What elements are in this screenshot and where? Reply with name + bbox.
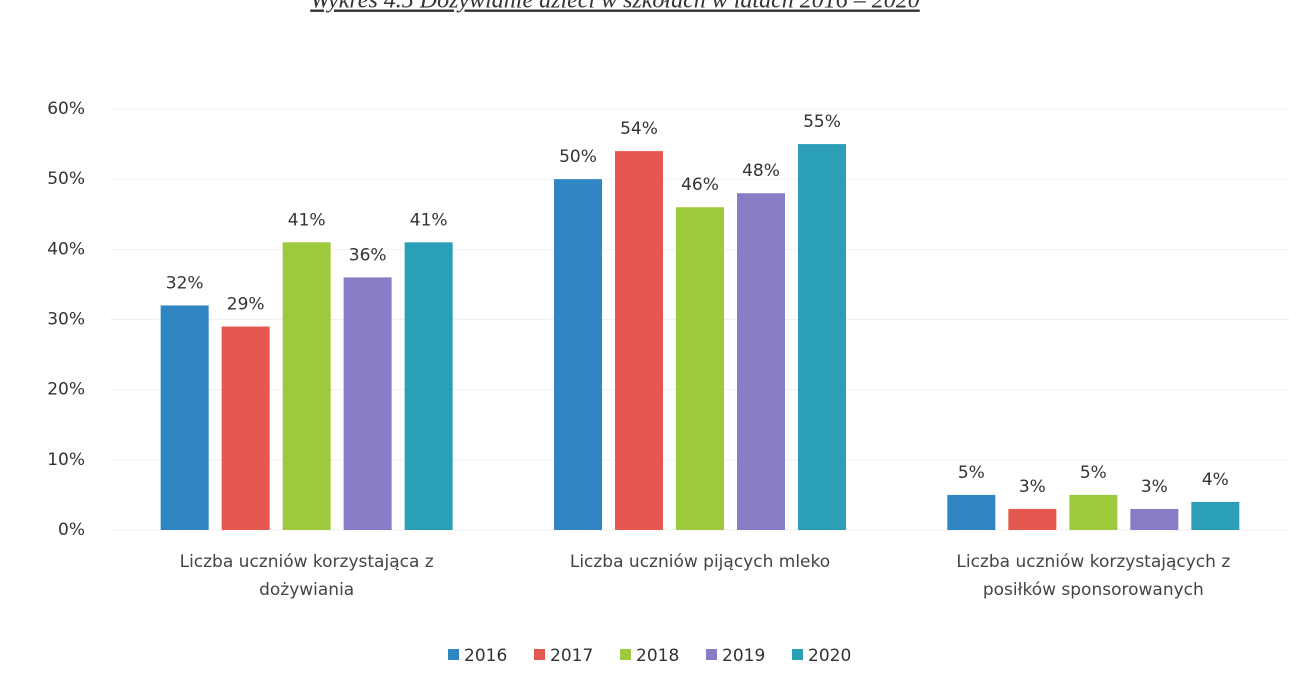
bar	[676, 207, 724, 530]
bar	[343, 277, 392, 530]
legend-swatch	[792, 649, 803, 660]
bar	[554, 179, 602, 530]
data-label: 54%	[620, 119, 658, 139]
data-label: 3%	[1141, 477, 1168, 497]
bar	[1069, 494, 1118, 530]
bar	[1191, 501, 1240, 530]
legend-swatch	[706, 649, 717, 660]
data-label: 41%	[288, 210, 326, 230]
bar	[737, 193, 785, 530]
data-label: 55%	[803, 112, 841, 132]
bar	[1130, 508, 1179, 530]
bar	[282, 242, 331, 531]
bar	[947, 494, 996, 530]
x-tick-label: Liczba uczniów korzystających z posiłków…	[956, 552, 1231, 600]
data-label: 32%	[166, 273, 204, 293]
x-tick-label: Liczba uczniów korzystająca z dożywiania	[179, 552, 434, 600]
legend-label: 2018	[636, 646, 679, 666]
legend-label: 2020	[808, 646, 851, 666]
y-tick-label: 50%	[47, 169, 85, 189]
legend-swatch	[534, 649, 545, 660]
bar	[615, 151, 663, 530]
data-label: 29%	[227, 295, 265, 315]
bar	[1008, 508, 1057, 530]
data-label: 3%	[1019, 477, 1046, 497]
data-label: 48%	[742, 161, 780, 181]
y-tick-label: 40%	[47, 239, 85, 259]
data-label: 5%	[1080, 463, 1107, 483]
y-tick-label: 20%	[47, 380, 85, 400]
legend-label: 2017	[550, 646, 593, 666]
bar	[221, 326, 270, 530]
y-tick-label: 60%	[47, 99, 85, 119]
chart-title: Wykres 4.5 Dożywianie dzieci w szkołach …	[310, 0, 920, 14]
legend-label: 2016	[464, 646, 507, 666]
data-label: 41%	[410, 210, 448, 230]
x-tick-label: Liczba uczniów pijących mleko	[569, 552, 831, 572]
data-label: 46%	[681, 175, 719, 195]
y-tick-label: 0%	[58, 520, 85, 540]
data-label: 5%	[958, 463, 985, 483]
y-tick-label: 10%	[47, 450, 85, 470]
legend-swatch	[448, 649, 459, 660]
bar	[798, 144, 846, 531]
legend-swatch	[620, 649, 631, 660]
data-label: 50%	[559, 147, 597, 167]
legend-label: 2019	[722, 646, 765, 666]
y-tick-label: 30%	[47, 310, 85, 330]
bar	[404, 242, 453, 531]
data-label: 4%	[1202, 470, 1229, 490]
bar	[160, 305, 209, 530]
data-label: 36%	[349, 245, 387, 265]
